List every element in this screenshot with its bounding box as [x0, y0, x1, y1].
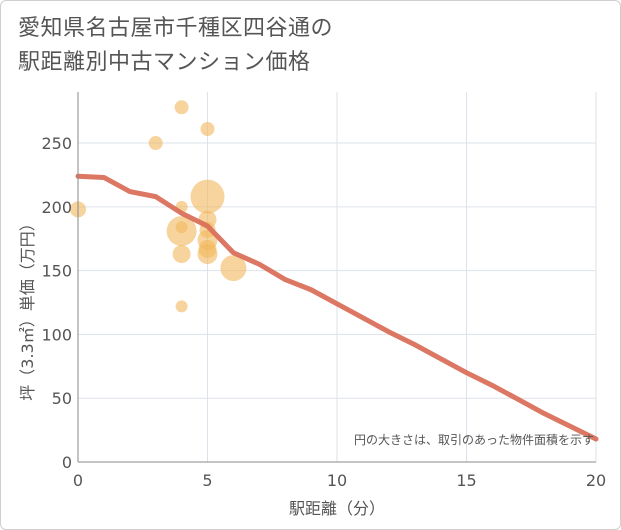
y-axis-label: 坪（3.3㎡）単価（万円） — [18, 215, 37, 400]
scatter-point — [200, 122, 215, 136]
chart-title: 愛知県名古屋市千種区四谷通の 駅距離別中古マンション価格 — [18, 12, 333, 80]
scatter-point — [220, 255, 247, 282]
trend-line-group — [75, 173, 599, 442]
x-axis-label: 駅距離（分） — [289, 499, 385, 518]
x-tick-label: 10 — [327, 471, 347, 490]
x-tick-label: 15 — [456, 471, 476, 490]
scatter-point — [197, 244, 218, 265]
chart-title-line2: 駅距離別中古マンション価格 — [18, 50, 311, 75]
y-tick-label: 150 — [41, 262, 72, 281]
chart-annotation: 円の大きさは、取引のあった物件面積を示す — [354, 432, 594, 447]
y-tick-label: 50 — [52, 389, 72, 408]
y-tick-label: 200 — [41, 198, 72, 217]
scatter-point — [174, 100, 189, 115]
x-tick-label: 20 — [586, 471, 606, 490]
trend-line — [75, 173, 599, 442]
scatter-point — [175, 300, 188, 313]
y-tick-label: 100 — [41, 325, 72, 344]
y-tick-label: 250 — [41, 134, 72, 153]
scatter-point — [166, 216, 197, 247]
y-tick-label: 0 — [62, 453, 72, 472]
scatter-point — [172, 245, 191, 264]
chart-title-line1: 愛知県名古屋市千種区四谷通の — [18, 16, 334, 41]
x-tick-label: 5 — [202, 471, 212, 490]
scatter-point — [148, 136, 163, 151]
bubbles — [70, 100, 247, 313]
grid — [78, 92, 597, 462]
x-tick-label: 0 — [73, 471, 83, 490]
axes: 0 50 100 150 200 250 0 5 10 15 20 — [41, 92, 606, 490]
scatter-point — [190, 179, 225, 214]
